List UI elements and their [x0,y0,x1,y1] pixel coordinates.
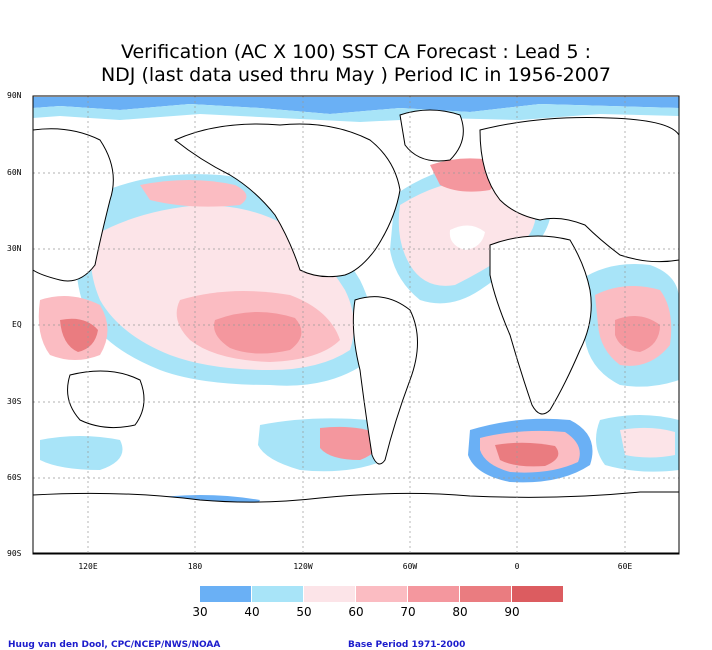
lon-label-60e: 60E [617,562,633,571]
fill-arctic-light [33,104,679,122]
coast-eurasia [479,117,680,263]
chart-title-line1: Verification (AC X 100) SST CA Forecast … [120,41,592,63]
legend-box-30-40 [200,586,251,602]
lat-label-30s: 30S [7,397,22,406]
lon-label-0: 0 [514,562,520,571]
fill-npac-core [214,311,302,354]
map-border [32,95,680,555]
coast-greenland [399,109,464,162]
legend-label-90: 90 [504,605,520,619]
credit-author: Huug van den Dool, CPC/NCEP/NWS/NOAA [8,640,221,650]
coast-north-america [174,123,401,278]
legend-box-40-50 [252,586,303,602]
coast-asia-west [32,128,114,282]
lon-label-180: 180 [187,562,203,571]
coastlines [32,109,680,554]
legend-box-50-60 [304,586,355,602]
gridlines [33,96,679,554]
coast-australia [67,370,145,429]
legend-box-70-80 [408,586,459,602]
lat-label-eq: EQ [12,320,22,329]
coast-africa [489,235,592,415]
lat-label-60s: 60S [7,473,22,482]
fill-natl-mid [430,158,498,192]
fill-np-high [140,180,247,207]
legend-label-40: 40 [244,605,260,619]
lat-label-30n: 30N [7,244,22,253]
coast-antarctica [32,491,680,554]
coast-south-america [352,296,418,465]
fill-so-pac-pink [320,426,381,460]
lat-label-90n: 90N [7,91,22,100]
fill-so-atl-core [495,442,559,467]
legend-box-60-70 [356,586,407,602]
fill-arctic [33,97,679,114]
legend-box-80-90 [460,586,511,602]
legend-label-50: 50 [296,605,312,619]
legend-label-70: 70 [400,605,416,619]
legend-label-30: 30 [192,605,208,619]
chart-title-line2: NDJ (last data used thru May ) Period IC… [100,64,612,86]
lon-label-120e: 120E [78,562,98,571]
fill-so-io-pink [620,427,675,458]
fill-mc-core [60,318,98,352]
lon-label-60w: 60W [402,562,418,571]
contour-fills [33,97,679,525]
lat-label-90s: 90S [7,549,22,558]
legend-label-60: 60 [348,605,364,619]
lon-label-120w: 120W [293,562,313,571]
fill-so-west [40,436,123,470]
fill-natl-hole [449,225,485,250]
credit-base-period: Base Period 1971-2000 [348,640,466,650]
legend-box-90-plus [512,586,563,602]
lat-label-60n: 60N [7,168,22,177]
legend-label-80: 80 [452,605,468,619]
